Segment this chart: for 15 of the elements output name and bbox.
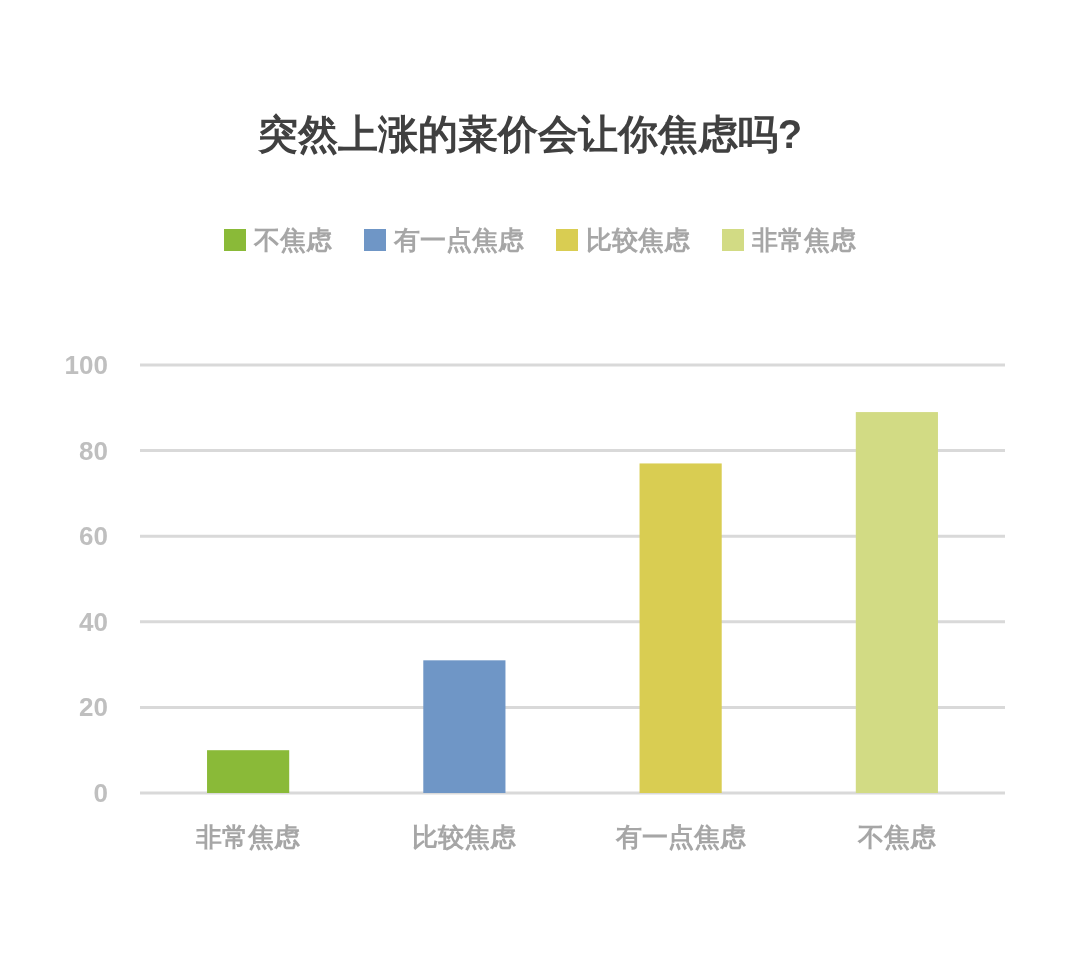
- y-tick-label: 80: [79, 435, 108, 466]
- legend-label: 不焦虑: [253, 225, 333, 255]
- x-tick-label: 非常焦虑: [195, 822, 302, 852]
- y-tick-label: 0: [93, 778, 108, 808]
- x-tick-label: 比较焦虑: [412, 822, 518, 852]
- x-tick-label: 有一点焦虑: [614, 822, 747, 852]
- y-tick-label: 40: [79, 606, 108, 637]
- legend-label: 比较焦虑: [586, 225, 691, 255]
- y-tick-label: 20: [79, 692, 108, 723]
- y-tick-label: 100: [64, 350, 108, 380]
- legend-label: 有一点焦虑: [393, 225, 525, 255]
- y-tick-label: 60: [79, 521, 108, 552]
- chart-title: 突然上涨的菜价会让你焦虑吗?: [256, 112, 803, 156]
- legend-label: 非常焦虑: [751, 225, 857, 255]
- x-tick-label: 不焦虑: [856, 822, 937, 852]
